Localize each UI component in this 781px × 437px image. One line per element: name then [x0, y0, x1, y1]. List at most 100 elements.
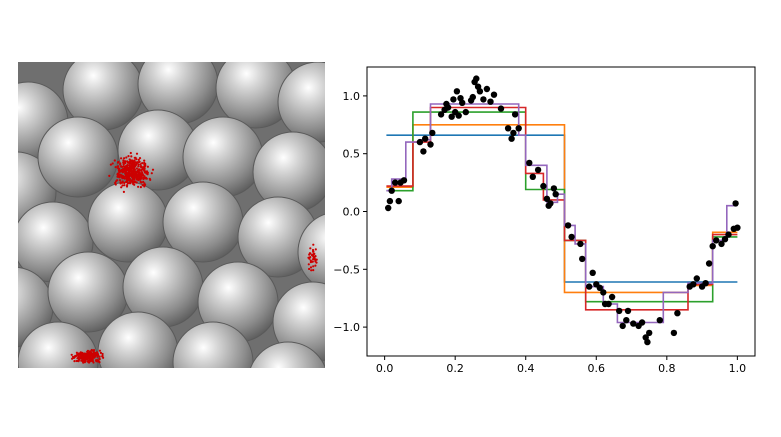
particle: [142, 180, 145, 183]
particle: [83, 352, 87, 356]
sphere: [37, 116, 119, 198]
particle: [142, 166, 145, 169]
particle: [120, 186, 123, 189]
axes-frame: [366, 66, 756, 357]
particle: [146, 173, 149, 176]
data-point: [608, 293, 616, 301]
particle: [98, 355, 101, 358]
data-point: [674, 310, 681, 317]
data-point: [444, 104, 452, 111]
particle: [136, 161, 139, 164]
particle: [124, 161, 127, 165]
particle: [137, 185, 140, 188]
particle: [91, 355, 95, 358]
particle: [114, 166, 117, 169]
data-point: [487, 98, 494, 105]
particle: [125, 181, 128, 184]
particle: [132, 176, 135, 180]
particle: [118, 179, 122, 182]
data-point: [400, 177, 408, 184]
data-point: [713, 237, 720, 244]
data-point: [510, 129, 517, 137]
particle: [309, 266, 313, 269]
sphere: [250, 341, 325, 368]
particle: [313, 255, 316, 259]
particle: [135, 167, 138, 170]
particle: [135, 177, 138, 180]
data-point: [638, 319, 646, 326]
particle: [89, 351, 92, 354]
data-point: [448, 113, 455, 120]
particle: [117, 172, 120, 175]
particle: [121, 165, 124, 168]
x-tick-label: 0.8: [658, 362, 676, 375]
particle: [312, 243, 315, 246]
particle: [309, 261, 312, 264]
particle: [108, 174, 111, 177]
particle: [126, 169, 130, 172]
particle: [89, 359, 93, 362]
particle: [139, 172, 142, 175]
x-tick-label: 1.0: [729, 362, 747, 375]
data-point: [600, 289, 607, 296]
particle: [96, 353, 100, 356]
particle: [131, 164, 134, 167]
particle: [143, 185, 146, 188]
particle: [307, 263, 310, 266]
particle: [75, 351, 78, 354]
particle: [71, 355, 75, 358]
particle: [144, 162, 147, 165]
data-point: [511, 111, 519, 118]
data-point: [385, 204, 392, 212]
particle: [137, 158, 140, 161]
particle: [125, 173, 128, 176]
x-tick-label: 0.2: [446, 362, 464, 375]
particle: [310, 254, 314, 257]
data-point: [386, 197, 394, 205]
particle: [88, 359, 91, 362]
particle: [312, 269, 315, 272]
particle: [130, 155, 133, 158]
particle: [308, 267, 311, 271]
particle: [141, 162, 144, 165]
particle: [78, 358, 81, 361]
particle: [149, 178, 152, 181]
particle: [90, 349, 93, 352]
particle: [139, 177, 142, 180]
particle: [84, 354, 87, 357]
particle: [81, 351, 84, 354]
data-point: [515, 125, 522, 132]
particle: [134, 161, 137, 164]
data-point: [490, 91, 498, 98]
data-point: [586, 283, 593, 290]
data-point: [734, 224, 741, 231]
particle: [73, 360, 76, 363]
data-point: [427, 141, 434, 148]
particle: [143, 159, 146, 162]
data-point: [497, 105, 505, 112]
particle: [315, 261, 318, 264]
data-point: [619, 322, 626, 330]
particle: [121, 170, 124, 173]
particle: [125, 156, 128, 159]
particle: [119, 181, 122, 184]
particle: [130, 175, 134, 178]
particle: [121, 180, 124, 183]
particle: [312, 265, 315, 268]
particle: [314, 248, 317, 251]
data-point: [437, 111, 445, 118]
data-point: [732, 200, 739, 207]
particle: [135, 174, 138, 177]
data-point: [605, 300, 612, 308]
particle: [130, 167, 133, 170]
particle: [91, 357, 94, 361]
data-point: [721, 236, 729, 243]
particle: [143, 167, 146, 170]
particle: [133, 168, 136, 172]
particle: [124, 160, 127, 163]
particle: [101, 355, 104, 358]
particle: [111, 162, 114, 165]
particle: [141, 184, 144, 187]
data-point: [483, 85, 491, 93]
particle: [117, 165, 120, 168]
